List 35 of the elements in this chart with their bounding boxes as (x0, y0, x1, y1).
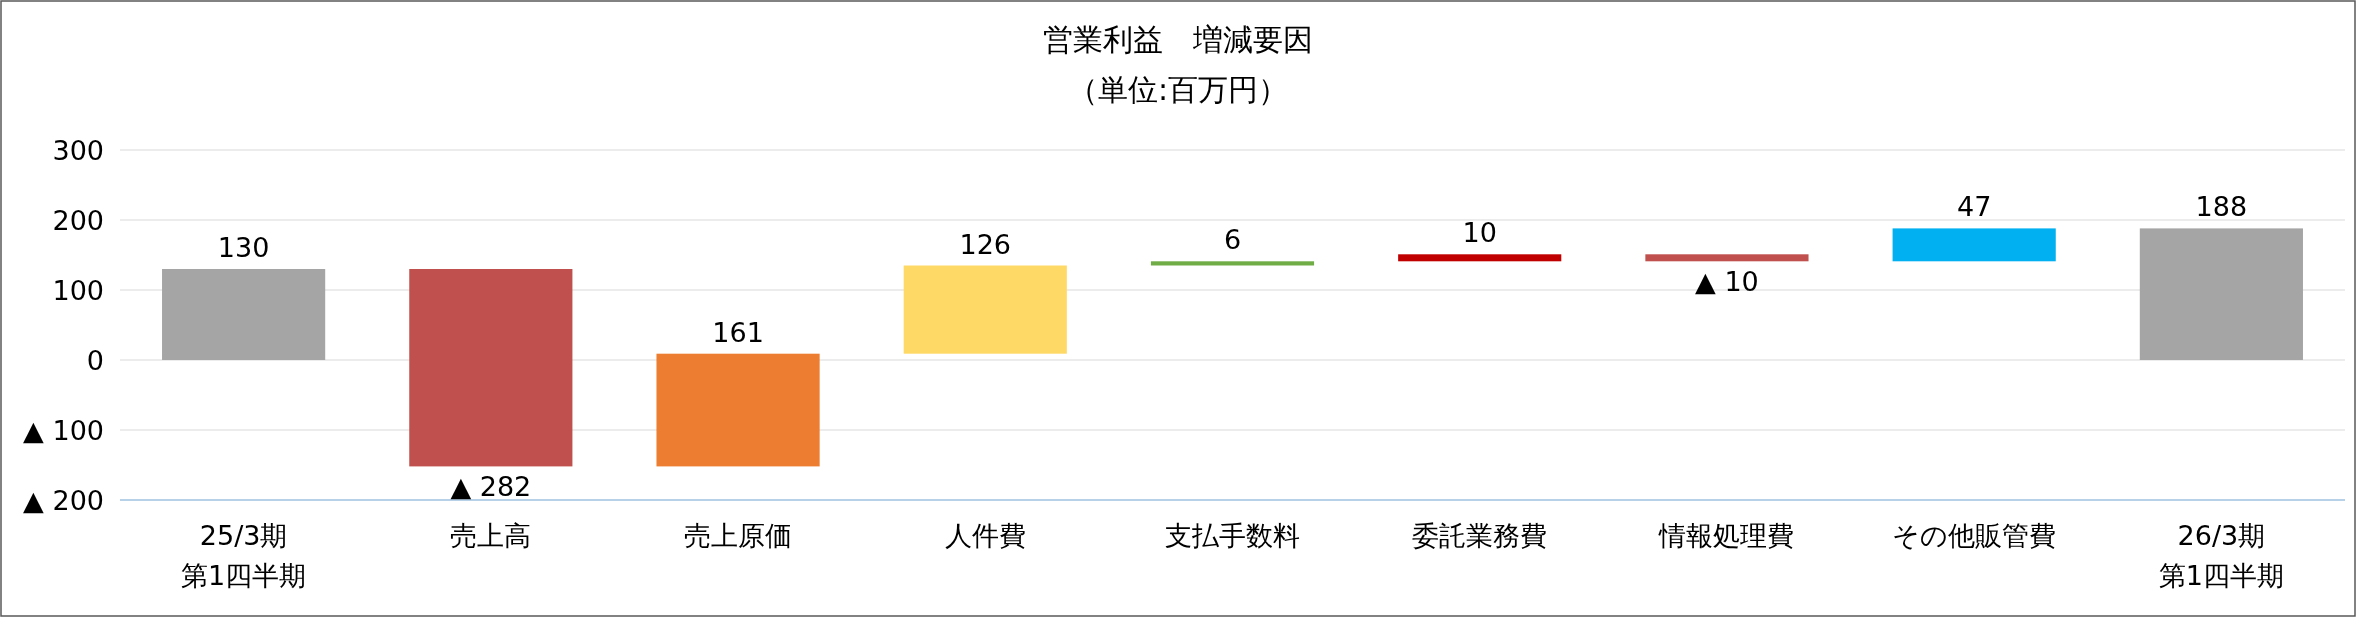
data-label: 126 (959, 228, 1012, 260)
bar (1892, 228, 2056, 262)
x-tick-label: 人件費 (944, 520, 1026, 551)
x-tick-label: 25/3期第1四半期 (181, 520, 307, 591)
y-tick-label: ▲ 200 (23, 485, 104, 516)
data-label: 10 (1462, 217, 1497, 249)
x-tick-label: 情報処理費 (1658, 520, 1795, 551)
y-tick-label: 100 (52, 275, 104, 306)
bar (903, 265, 1067, 354)
data-label: ▲ 282 (450, 471, 532, 503)
bar (656, 353, 820, 467)
x-tick-label: 支払手数料 (1165, 520, 1300, 551)
data-label: 161 (712, 316, 764, 348)
bar (1150, 261, 1315, 266)
data-label: 130 (217, 232, 270, 263)
x-tick-label: 26/3期第1四半期 (2158, 520, 2284, 591)
bar (1398, 254, 1562, 262)
x-tick-label: その他販管費 (1892, 520, 2057, 551)
chart-title: 営業利益 増減要因 (1043, 22, 1313, 57)
x-tick-label: 売上原価 (684, 520, 793, 551)
y-tick-label: 300 (52, 135, 104, 166)
data-label: 47 (1956, 191, 1992, 223)
chart-subtitle: （単位:百万円） (1067, 72, 1289, 107)
x-tick-label: 委託業務費 (1412, 520, 1548, 551)
bar (409, 269, 573, 467)
data-label: 6 (1223, 224, 1242, 256)
y-tick-label: 200 (52, 205, 104, 236)
x-tick-label: 売上高 (450, 520, 532, 551)
y-tick-label: 0 (86, 345, 104, 376)
bar (2139, 228, 2303, 360)
bar (1645, 254, 1809, 262)
data-label: ▲ 10 (1695, 266, 1759, 298)
data-label: 188 (2195, 191, 2248, 223)
bar (162, 269, 326, 360)
y-tick-label: ▲ 100 (23, 415, 104, 446)
